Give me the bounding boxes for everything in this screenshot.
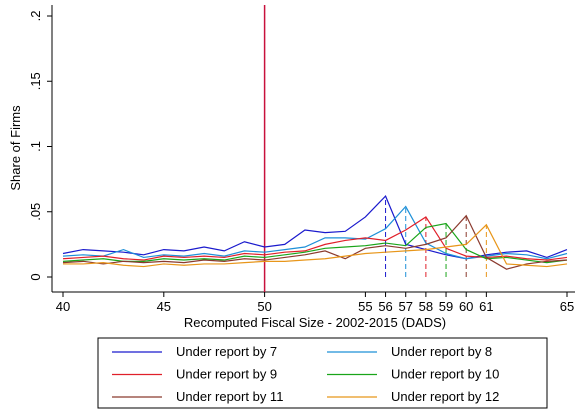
- x-tick-label: 61: [479, 299, 493, 314]
- legend: [97, 337, 548, 409]
- y-tick-label: .15: [28, 72, 43, 90]
- legend-label: Under report by 11: [176, 389, 283, 404]
- y-tick-label: .2: [28, 11, 43, 22]
- x-tick-label: 60: [459, 299, 473, 314]
- x-tick-label: 56: [378, 299, 392, 314]
- legend-label: Under report by 8: [391, 344, 492, 359]
- x-tick-label: 65: [560, 299, 574, 314]
- series-line: [63, 223, 568, 268]
- series-line: [62, 195, 568, 260]
- y-tick-label: .1: [28, 141, 43, 152]
- series-line: [62, 214, 568, 270]
- x-tick-label: 55: [358, 299, 372, 314]
- legend-label: Under report by 9: [176, 367, 277, 382]
- y-tick-label: 0: [28, 273, 43, 280]
- legend-label: Under report by 10: [391, 367, 499, 382]
- legend-label: Under report by 12: [391, 389, 499, 404]
- y-axis-title: Share of Firms: [8, 105, 23, 191]
- x-tick-label: 58: [419, 299, 433, 314]
- x-tick-label: 45: [157, 299, 171, 314]
- legend-label: Under report by 7: [176, 344, 277, 359]
- x-tick-label: 57: [398, 299, 412, 314]
- x-tick-label: 40: [56, 299, 70, 314]
- plot-area: [52, 5, 575, 292]
- x-tick-label: 50: [257, 299, 271, 314]
- x-tick-label: 59: [439, 299, 453, 314]
- series-line: [62, 222, 568, 264]
- y-tick-label: .05: [28, 203, 43, 221]
- x-axis-title: Recomputed Fiscal Size - 2002-2015 (DADS…: [184, 315, 446, 330]
